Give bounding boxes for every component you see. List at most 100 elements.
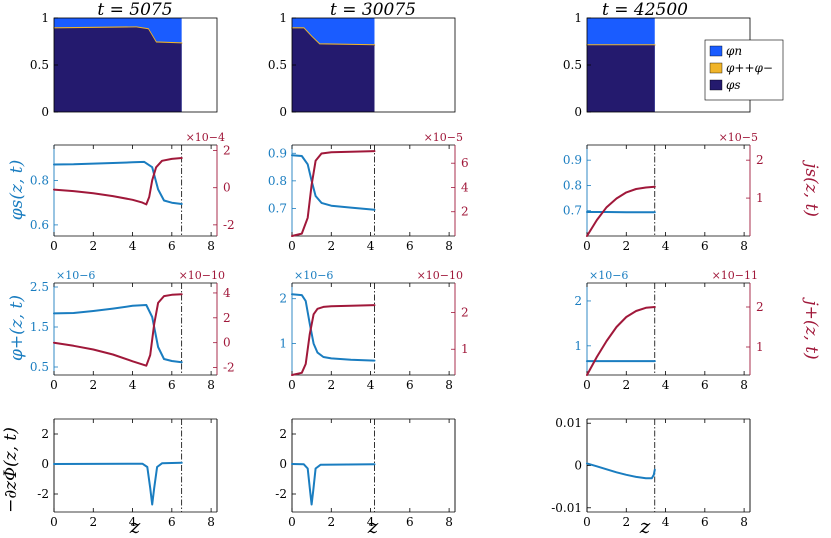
panel-7-ytick-right-label: 0 [223,336,231,350]
panel-4: 0 2 4 6 80.60.8-202×10−4 [30,131,235,253]
panel-9-xtick-label: 4 [662,378,670,392]
panel-6-xtick-label: 4 [662,239,670,253]
panel-4-xtick-label: 8 [207,239,215,253]
panel-6-xtick-label: 2 [622,239,630,253]
panel-8-xtick-label: 6 [406,378,414,392]
panel-9-xtick-label: 6 [701,378,709,392]
panel-12-ytick-left-label: -0.01 [551,501,582,515]
panel-8-xtick-label: 2 [327,378,335,392]
panel-5-series-left [291,154,376,211]
panel-12-xtick-label: 4 [662,515,670,529]
panel-8: 0 2 4 6 8 1 2 ×10−6 1 2 ×10−10 [279,269,468,392]
panel-6: 0 2 4 6 8 0.7 0.8 0.9 1 2 ×10−5 [563,131,764,253]
panel-4-xtick-label: 6 [168,239,176,253]
ylabel-row2-right: j+(z, t) [801,296,821,359]
panel-7-exponent-right: ×10−10 [179,269,225,282]
panel-5-ytick-left-label: 0.9 [268,146,287,160]
panel-7-exponent-left: ×10−6 [56,269,95,282]
panel-9: 0 2 4 6 8 1 2 ×10−6 1 2 ×10−11 [574,269,763,392]
panel-12-ytick-left-label: 0 [574,459,582,473]
panel-6-xtick-label: 6 [701,239,709,253]
panel-9-xtick-label: 0 [583,378,591,392]
panel-11-xtick-label: 2 [327,515,335,529]
panel-11-series-left [291,463,376,506]
legend-label-phi-s: φs [726,78,741,92]
panel-1-phi-s-area [54,27,182,112]
legend-label-phi-n: φn [726,44,742,58]
title-col-1: t = 5075 [97,0,172,20]
panel-9-ytick-left-label: 1 [574,339,582,353]
panel-2-ytick-label: 1 [279,11,287,25]
panel-7: 0 2 4 6 8 0.5 1.5 2.5 ×10−6 -2 0 2 4 ×10−10 [30,269,235,392]
panel-6-ytick-left-label: 0.8 [563,178,582,192]
panel-5-ytick-left-label: 0.8 [268,174,287,188]
panel-11: 0 2 4 6 8-202 [275,418,456,529]
panel-7-ytick-left-label: 2.5 [30,280,49,294]
panel-2-ytick-label: 0 [279,105,287,119]
panel-5: 0 2 4 6 8 0.7 0.8 0.9 2 4 6 ×10−5 [268,131,469,253]
panel-5-xtick-label: 8 [445,239,453,253]
panel-7-xtick-label: 6 [168,378,176,392]
panel-7-xtick-label: 0 [50,378,58,392]
panel-10-xtick-label: 2 [89,515,97,529]
panel-5-xtick-label: 4 [367,239,375,253]
panel-6-ytick-right-label: 2 [756,153,764,167]
panel-8-ytick-right-label: 1 [461,342,469,356]
ylabel-row1-left: φs(z, t) [7,160,27,221]
panel-8-xtick-label: 8 [445,378,453,392]
legend-swatch-phi-n [709,45,723,57]
panel-4-series-left [53,160,183,205]
panel-8-xtick-label: 0 [288,378,296,392]
panel-10-series-left [53,461,183,506]
panel-7-ytick-right-label: -2 [223,361,235,375]
panel-9-xtick-label: 8 [740,378,748,392]
panel-8-exponent-left: ×10−6 [294,269,333,282]
panel-2-phi-s-area [292,28,375,113]
panel-3-ytick-label: 0 [574,105,582,119]
panel-9-series-right [586,306,656,376]
xlabel-col-1: z [129,514,141,538]
panel-4-exponent-right: ×10−4 [186,131,225,144]
ylabel-row2-left: φ+(z, t) [7,295,27,361]
panel-9-xtick-label: 2 [622,378,630,392]
panel-10-xtick-label: 8 [207,515,215,529]
panel-5-xtick-label: 6 [406,239,414,253]
panel-5-ytick-right-label: 4 [461,180,469,194]
panel-9-exponent-left: ×10−6 [589,269,628,282]
panel-10: 0 2 4 6 8-202 [37,418,218,529]
panel-1-ytick-label: 0.5 [30,58,49,72]
panel-9-ytick-right-label: 1 [756,340,764,354]
panel-11-ytick-left-label: 2 [279,427,287,441]
panel-7-xtick-label: 8 [207,378,215,392]
panel-12-xtick-label: 0 [583,515,591,529]
panel-4-ytick-left-label: 0.8 [30,174,49,188]
panel-5-ytick-left-label: 0.7 [268,201,287,215]
panel-1-ytick-label: 1 [41,11,49,25]
panel-5-exponent-right: ×10−5 [424,131,463,144]
panel-10-ytick-left-label: 2 [41,427,49,441]
panel-11-ytick-left-label: -2 [275,487,287,501]
panel-5-ytick-right-label: 6 [461,156,469,170]
panel-11-xtick-label: 4 [367,515,375,529]
panel-6-xtick-label: 0 [583,239,591,253]
ylabel-row3-left: −∂zΦ(z, t) [1,427,21,513]
panel-4-ytick-right-label: -2 [223,218,235,232]
panel-8-series-right [291,304,376,376]
panel-4-series-right [53,157,183,206]
panel-5-ytick-right-label: 2 [461,205,469,219]
panel-7-ytick-left-label: 1.5 [30,320,49,334]
panel-7-ytick-right-label: 2 [223,311,231,325]
panel-11-xtick-label: 8 [445,515,453,529]
panel-6-xtick-label: 8 [740,239,748,253]
panel-10-ytick-left-label: -2 [37,487,49,501]
panel-2: 00.51 [268,11,456,119]
legend: φn φ++φ− φs [704,39,784,101]
panel-6-exponent-right: ×10−5 [719,131,758,144]
title-col-2: t = 30075 [330,0,416,20]
panel-7-xtick-label: 4 [129,378,137,392]
panel-12-xtick-label: 8 [740,515,748,529]
panel-3-ytick-label: 1 [574,11,582,25]
panel-8-ytick-right-label: 2 [461,305,469,319]
panel-6-ytick-left-label: 0.9 [563,153,582,167]
